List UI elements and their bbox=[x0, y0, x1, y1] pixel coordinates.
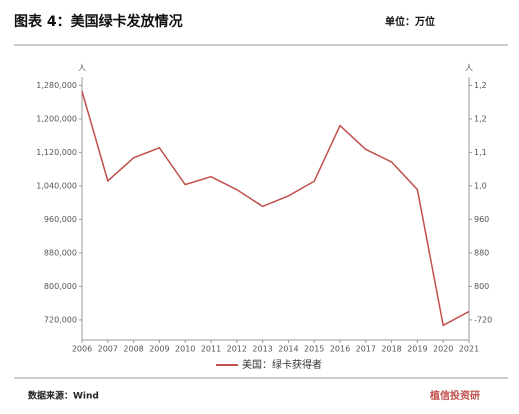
y2-unit: 人 bbox=[465, 64, 473, 73]
line bbox=[81, 91, 470, 327]
x-tick-label: 2011 bbox=[201, 345, 221, 354]
y-unit: 人 bbox=[78, 64, 86, 73]
x-tick-label: 2014 bbox=[278, 345, 298, 354]
y2-tick-label: 960 bbox=[474, 215, 489, 224]
legend-label: 美国：绿卡获得者 bbox=[242, 358, 322, 371]
y-tick-label: 880,000 bbox=[44, 248, 77, 257]
y2-tick-label: -720 bbox=[474, 315, 492, 324]
source: 数据来源：Wind bbox=[28, 390, 99, 402]
x-tick-label: 2017 bbox=[356, 345, 376, 354]
x-tick-label: 2020 bbox=[433, 345, 453, 354]
y-tick-label: 960,000 bbox=[44, 215, 77, 224]
y-tick-label: 1,120,000 bbox=[36, 148, 77, 157]
x-tick-label: 2008 bbox=[123, 345, 143, 354]
y2-tick-label: 1,2 bbox=[474, 81, 487, 90]
y-tick-label: 720,000 bbox=[44, 315, 77, 324]
x-tick-label: 2010 bbox=[175, 345, 195, 354]
x-tick-label: 2012 bbox=[227, 345, 247, 354]
x-tick-label: 2013 bbox=[252, 345, 272, 354]
x-tick-label: 2006 bbox=[72, 345, 92, 354]
x-tick-label: 2007 bbox=[98, 345, 118, 354]
y2-tick-label: 1,0 bbox=[474, 181, 487, 190]
unit: 单位：万位 bbox=[385, 15, 435, 28]
y-tick-label: 1,040,000 bbox=[36, 181, 77, 190]
y-tick-label: 1,280,000 bbox=[36, 81, 77, 90]
x-tick-label: 2016 bbox=[330, 345, 350, 354]
y2-tick-label: 880 bbox=[474, 248, 489, 257]
x-tick-label: 2018 bbox=[381, 345, 401, 354]
y2-tick-label: 1,2 bbox=[474, 114, 487, 123]
y2-tick-label: 1,1 bbox=[474, 148, 487, 157]
brand: 植信投资研 bbox=[429, 389, 480, 402]
x-tick-label: 2019 bbox=[407, 345, 427, 354]
chart-title: 图表 4：美国绿卡发放情况 bbox=[14, 13, 183, 30]
x-tick-label: 2015 bbox=[304, 345, 324, 354]
y-tick-label: 1,200,000 bbox=[36, 114, 77, 123]
y-tick-label: 800,000 bbox=[44, 282, 77, 291]
y2-tick-label: 800 bbox=[474, 282, 489, 291]
x-tick-label: 2021 bbox=[459, 345, 479, 354]
x-tick-label: 2009 bbox=[149, 345, 169, 354]
